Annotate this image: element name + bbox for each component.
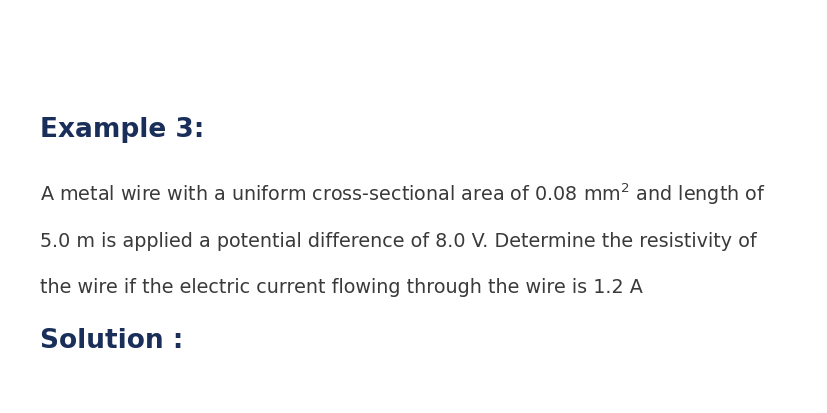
Text: Solution :: Solution : xyxy=(40,328,183,354)
Text: Example 3:: Example 3: xyxy=(40,117,204,143)
Text: A metal wire with a uniform cross-sectional area of 0.08 mm$\mathregular{^{2}}$ : A metal wire with a uniform cross-sectio… xyxy=(40,181,765,207)
Text: the wire if the electric current flowing through the wire is 1.2 A: the wire if the electric current flowing… xyxy=(40,278,643,297)
Text: 5.0 m is applied a potential difference of 8.0 V. Determine the resistivity of: 5.0 m is applied a potential difference … xyxy=(40,232,757,251)
